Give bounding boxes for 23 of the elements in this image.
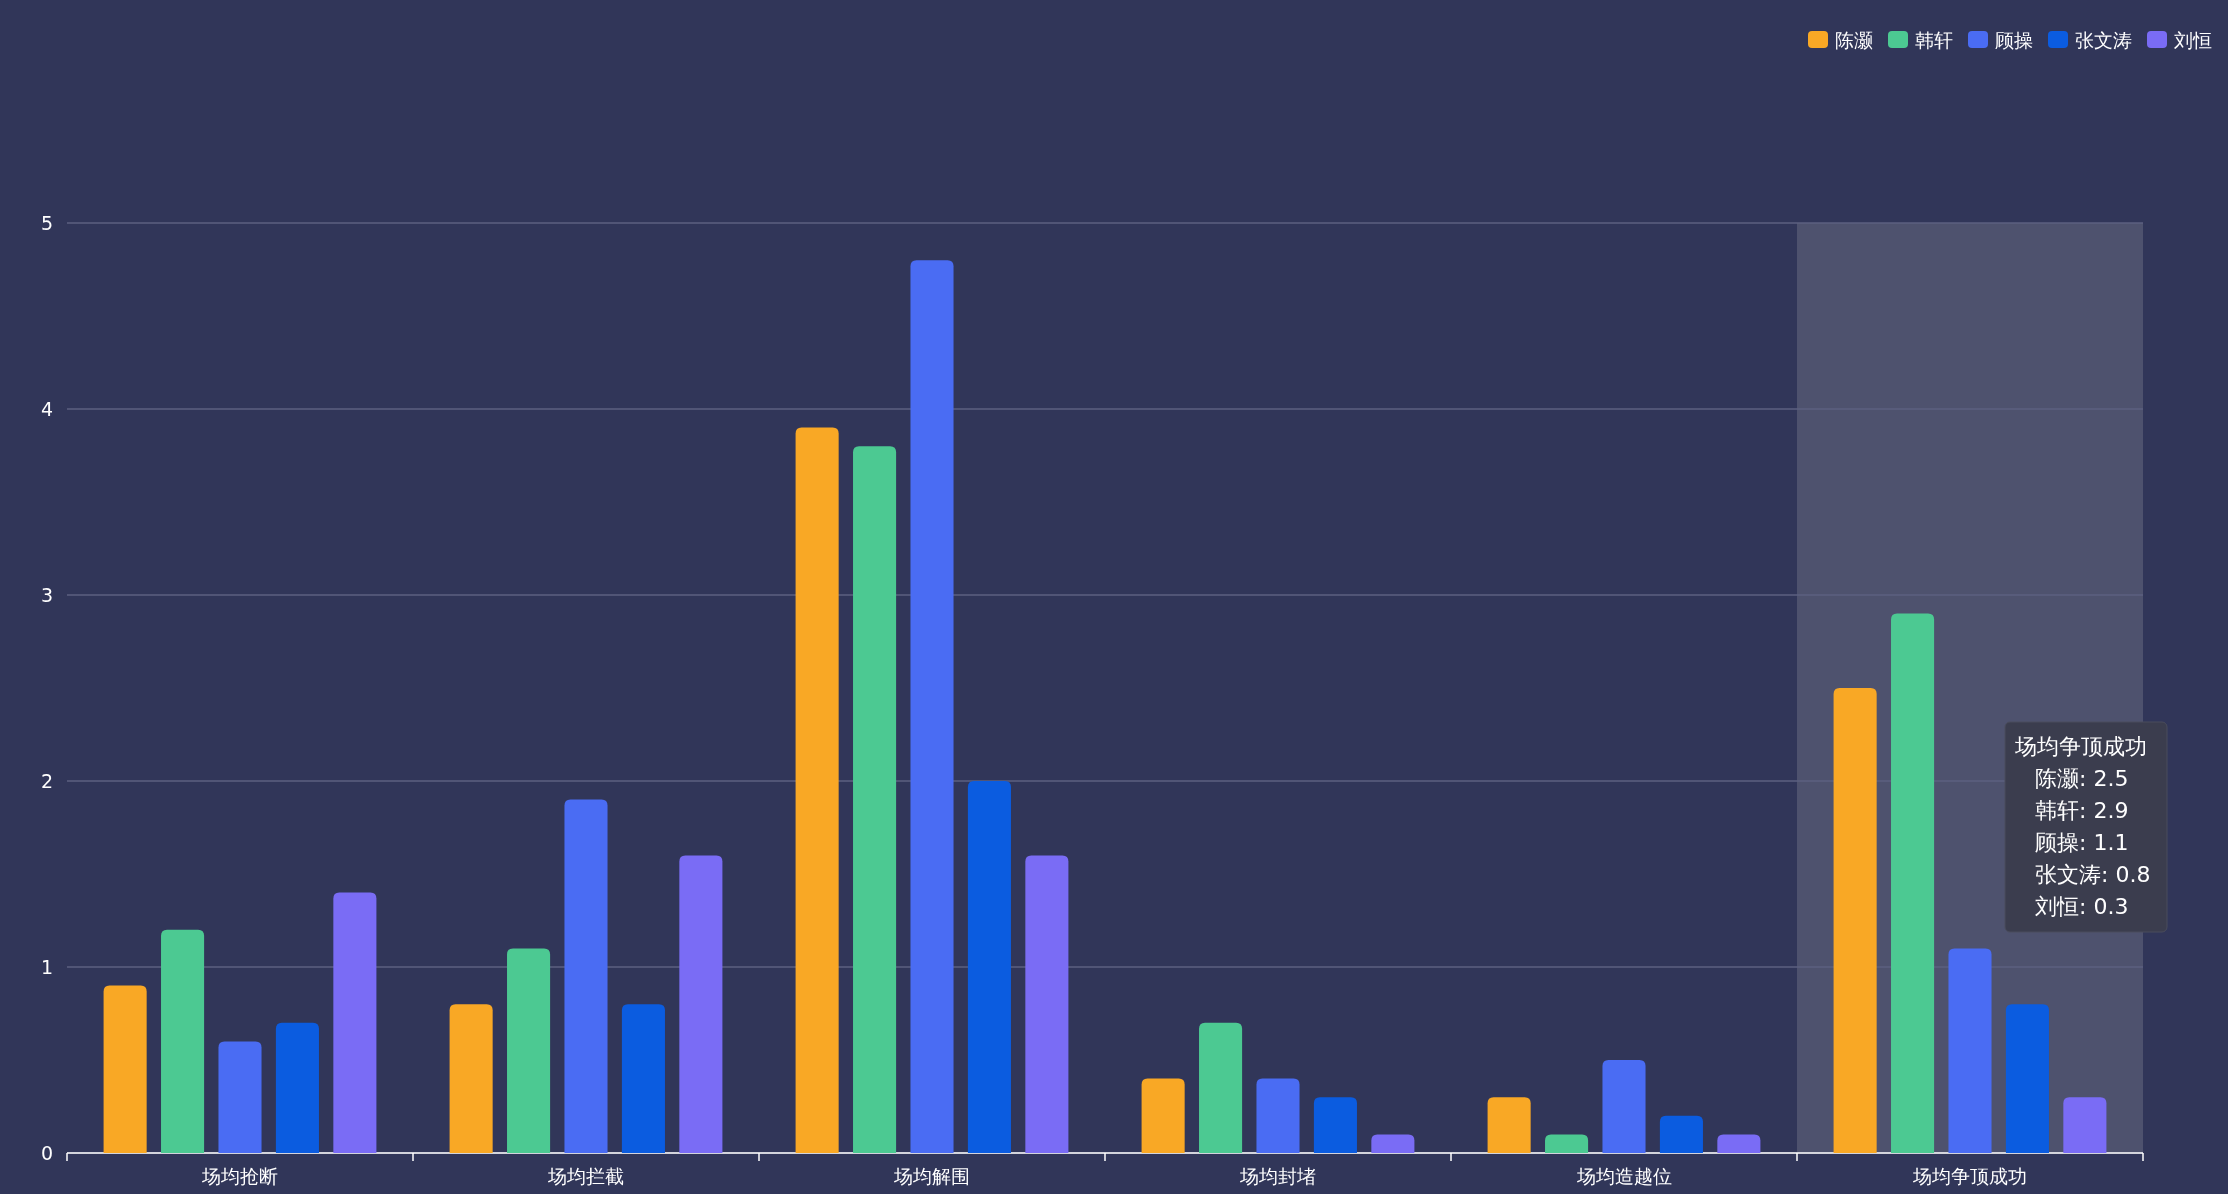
annotation: 场均争顶成功 [2014,734,2147,759]
annotation: 陈灏: 2.5 [2035,766,2129,791]
annotation: 刘恒: 0.3 [2035,894,2129,919]
x-tick-label: 场均封堵 [1239,1165,1316,1187]
y-tick-label: 5 [40,212,53,234]
y-tick-label: 4 [40,398,53,420]
x-tick-label: 场均争顶成功 [1912,1165,2027,1187]
x-tick-label: 场均造越位 [1575,1165,1672,1187]
y-tick-label: 1 [40,956,53,978]
y-tick-label: 0 [40,1142,53,1164]
legend-label: 张文涛 [2075,29,2132,51]
legend-label: 刘恒 [2174,29,2212,51]
legend-label: 顾操 [1995,29,2033,51]
y-tick-label: 2 [40,770,53,792]
x-tick-label: 场均解围 [893,1165,970,1187]
annotation: 张文涛: 0.8 [2035,862,2151,887]
legend-label: 陈灏 [1835,29,1873,51]
x-tick-label: 场均拦截 [547,1165,624,1187]
y-tick-label: 3 [40,584,53,606]
legend-label: 韩轩 [1915,29,1953,51]
x-tick-label: 场均抢断 [201,1165,278,1187]
annotation: 韩轩: 2.9 [2035,798,2129,823]
annotation: 顾操: 1.1 [2035,830,2129,855]
